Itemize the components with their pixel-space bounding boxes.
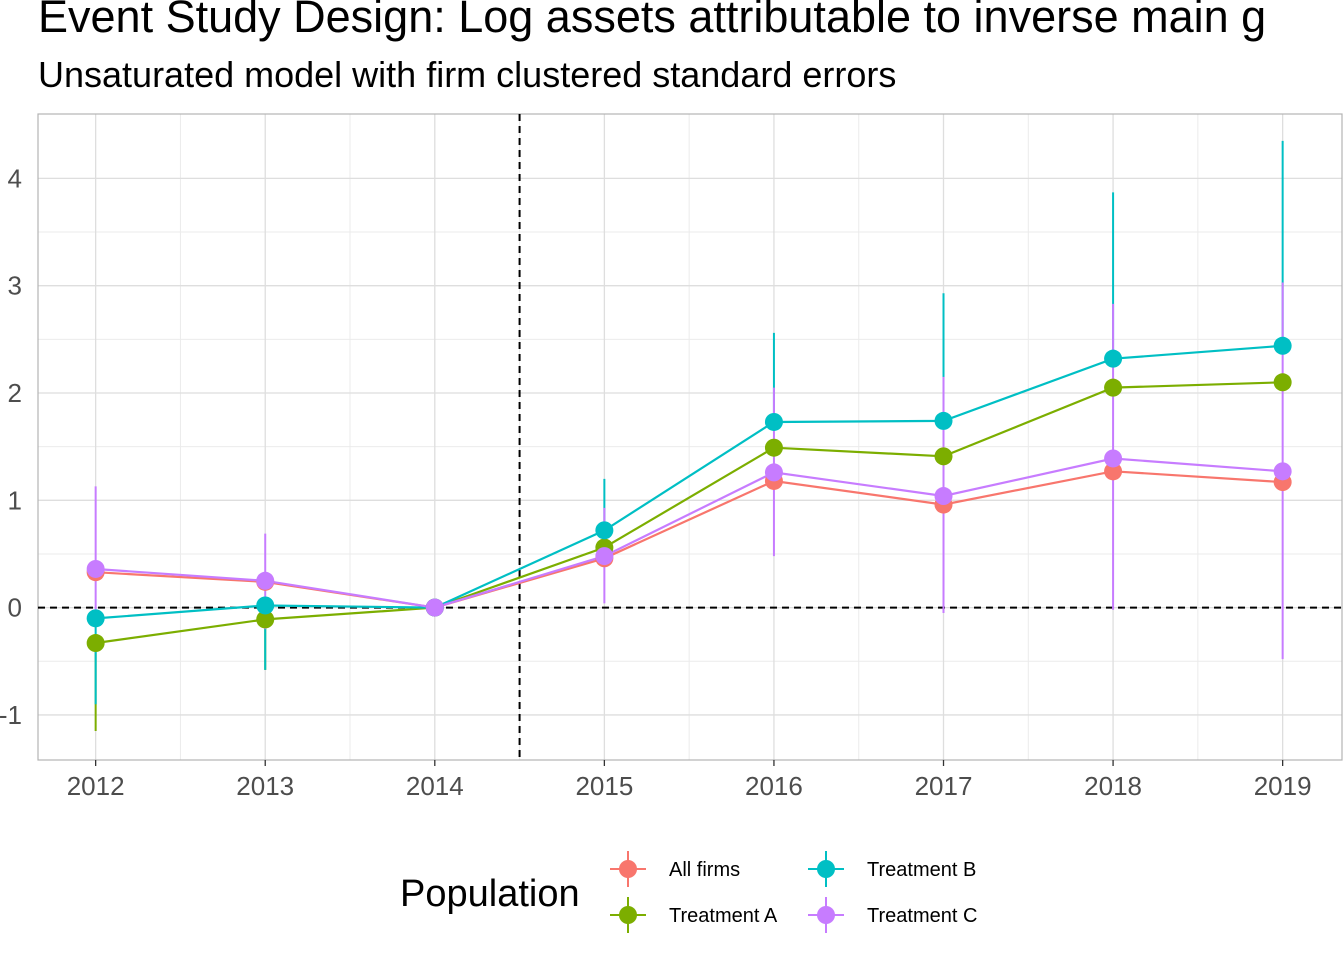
legend-key-treatment-a — [610, 897, 646, 933]
data-point-treatment-c-2013 — [256, 571, 275, 590]
series-line-treatment-a — [95, 381, 1283, 645]
legend-key-treatment-c — [808, 897, 844, 933]
x-tick-label: 2013 — [236, 771, 294, 801]
data-point-treatment-c-2017 — [934, 487, 953, 506]
data-point-treatment-c-2014 — [425, 598, 444, 617]
data-point-treatment-b-2019 — [1273, 336, 1292, 355]
legend-key-point — [619, 860, 637, 878]
data-point-treatment-c-2015 — [595, 547, 614, 566]
data-point-treatment-a-2017 — [934, 447, 953, 466]
data-point-treatment-b-2013 — [256, 596, 275, 615]
data-point-treatment-b-2012 — [86, 609, 105, 628]
data-point-treatment-b-2017 — [934, 411, 953, 430]
data-point-treatment-b-2016 — [764, 412, 783, 431]
y-axis: -1 0 1 2 3 4 — [0, 163, 22, 730]
y-tick-label: 2 — [8, 378, 22, 408]
y-tick-label: 3 — [8, 271, 22, 301]
series-line-treatment-b — [95, 344, 1283, 620]
y-tick-label: 0 — [8, 593, 22, 623]
data-point-treatment-a-2013 — [256, 610, 275, 629]
y-tick-label: 4 — [8, 163, 22, 193]
minor-gridlines — [38, 114, 1342, 760]
x-axis: 2012 2013 2014 2015 2016 2017 2018 2019 — [67, 760, 1312, 801]
x-tick-label: 2014 — [406, 771, 464, 801]
x-tick-label: 2016 — [745, 771, 803, 801]
major-gridlines — [38, 114, 1342, 760]
chart-subtitle: Unsaturated model with firm clustered st… — [38, 54, 897, 95]
data-point-all-firms-2018 — [1104, 462, 1123, 481]
series-layer — [86, 140, 1292, 732]
series-line-treatment-c — [95, 457, 1283, 609]
data-point-treatment-a-2016 — [764, 438, 783, 457]
legend-key-treatment-b — [808, 851, 844, 887]
x-tick-label: 2015 — [575, 771, 633, 801]
data-point-treatment-a-2012 — [86, 634, 105, 653]
data-point-treatment-b-2018 — [1104, 349, 1123, 368]
legend-key-point — [817, 860, 835, 878]
x-tick-label: 2019 — [1254, 771, 1312, 801]
data-point-treatment-a-2018 — [1104, 378, 1123, 397]
plot-panel-border — [37, 113, 1343, 761]
x-tick-label: 2018 — [1084, 771, 1142, 801]
legend-key-point — [817, 906, 835, 924]
legend-key-all-firms — [610, 851, 646, 887]
x-tick-label: 2012 — [67, 771, 125, 801]
legend: Population All firms Treatment A Treatment… — [400, 851, 977, 933]
legend-title: Population — [400, 873, 580, 915]
series-points — [86, 336, 1292, 653]
legend-label-treatment-b: Treatment B — [867, 859, 976, 881]
y-tick-label: 1 — [8, 485, 22, 515]
legend-label-treatment-a: Treatment A — [669, 905, 778, 927]
series-lines — [95, 344, 1283, 645]
legend-key-point — [619, 906, 637, 924]
reference-lines — [38, 114, 1342, 760]
data-point-treatment-a-2019 — [1273, 373, 1292, 392]
data-point-treatment-c-2018 — [1104, 449, 1123, 468]
x-tick-label: 2017 — [915, 771, 973, 801]
legend-label-all-firms: All firms — [669, 859, 740, 881]
data-point-treatment-c-2019 — [1273, 462, 1292, 481]
legend-label-treatment-c: Treatment C — [867, 905, 977, 927]
data-point-treatment-b-2015 — [595, 521, 614, 540]
chart-title: Event Study Design: Log assets attributa… — [38, 0, 1267, 42]
data-point-treatment-c-2016 — [764, 463, 783, 482]
y-tick-label: -1 — [0, 700, 22, 730]
data-point-treatment-c-2012 — [86, 559, 105, 578]
